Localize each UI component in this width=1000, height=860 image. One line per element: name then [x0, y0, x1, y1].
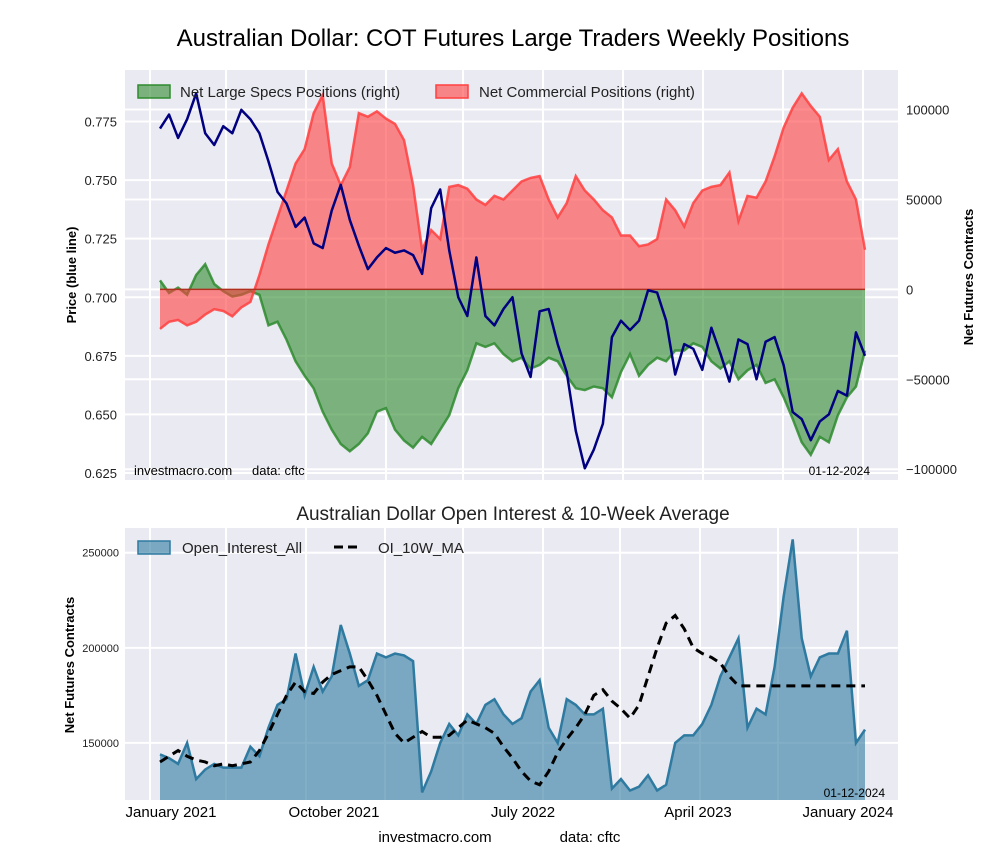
top-chart-title: Australian Dollar: COT Futures Large Tra… [177, 25, 850, 52]
bottom-y-tick-label: 150000 [82, 738, 119, 750]
bottom-x-tick-label: July 2022 [491, 804, 555, 821]
top-left-tick-label: 0.775 [84, 115, 117, 130]
bottom-y-tick-label: 200000 [82, 643, 119, 655]
top-date-annotation: 01-12-2024 [809, 464, 871, 478]
legend-label-ma: OI_10W_MA [378, 540, 464, 557]
bottom-x-tick-label: January 2021 [126, 804, 217, 821]
bottom-x-tick-label: October 2021 [289, 804, 380, 821]
specs-area [160, 264, 865, 455]
top-source-annotation: investmacro.com [134, 463, 232, 478]
top-left-tick-label: 0.700 [84, 290, 117, 305]
open-interest-area [160, 539, 865, 800]
bottom-x-tick-label: January 2024 [803, 804, 894, 821]
top-right-tick-label: −100000 [906, 462, 957, 477]
bottom-y-axis: 150000 200000 250000 [82, 548, 119, 750]
bottom-chart-title: Australian Dollar Open Interest & 10-Wee… [296, 504, 729, 525]
top-left-axis: 0.625 0.650 0.675 0.700 0.725 0.750 0.775 [84, 115, 117, 481]
legend-label-commercial: Net Commercial Positions (right) [479, 84, 695, 101]
bottom-x-axis: January 2021 October 2021 July 2022 April 2… [126, 804, 894, 821]
footer-data: data: cftc [560, 829, 621, 846]
top-right-axis: −100000 −50000 0 50000 100000 [906, 103, 957, 478]
legend-swatch-open-interest [137, 540, 171, 555]
legend-swatch-specs [137, 84, 171, 99]
top-left-tick-label: 0.675 [84, 349, 117, 364]
bottom-legend: Open_Interest_All OI_10W_MA [137, 540, 464, 557]
legend-label-specs: Net Large Specs Positions (right) [180, 84, 400, 101]
bottom-y-axis-label: Net Futures Contracts [62, 597, 77, 734]
top-price-series [158, 92, 867, 470]
top-left-axis-label: Price (blue line) [64, 227, 79, 324]
top-right-tick-label: 100000 [906, 103, 949, 118]
bottom-area-series [159, 539, 867, 800]
legend-swatch-commercial [435, 84, 469, 99]
top-left-tick-label: 0.650 [84, 407, 117, 422]
top-data-annotation: data: cftc [252, 463, 305, 478]
commercial-area [160, 93, 865, 329]
bottom-y-tick-label: 250000 [82, 548, 119, 560]
top-left-tick-label: 0.625 [84, 466, 117, 481]
specs-line [158, 261, 867, 458]
commercial-line [159, 90, 867, 330]
bottom-date-annotation: 01-12-2024 [824, 786, 886, 800]
legend-label-open-interest: Open_Interest_All [182, 540, 302, 557]
top-right-tick-label: −50000 [906, 372, 950, 387]
top-area-series [158, 90, 867, 458]
open-interest-line [159, 539, 867, 793]
footer-source: investmacro.com [378, 829, 491, 846]
price-line [158, 92, 867, 470]
top-right-axis-label: Net Futures Contracts [961, 209, 976, 346]
bottom-ma-series [159, 613, 865, 787]
top-left-tick-label: 0.725 [84, 232, 117, 247]
bottom-x-tick-label: April 2023 [664, 804, 732, 821]
top-left-tick-label: 0.750 [84, 173, 117, 188]
top-right-tick-label: 50000 [906, 192, 942, 207]
top-right-tick-label: 0 [906, 282, 913, 297]
top-legend: Net Large Specs Positions (right) Net Co… [137, 84, 695, 101]
ma-line [159, 613, 865, 787]
